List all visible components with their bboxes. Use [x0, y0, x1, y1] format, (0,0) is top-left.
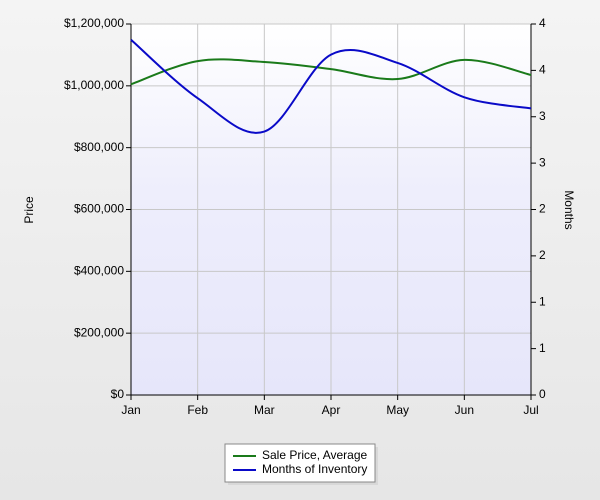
- legend-box: [224, 443, 376, 483]
- y-tick-label: $800,000: [74, 140, 124, 154]
- y2-tick-label: 0: [539, 387, 546, 401]
- y-tick-label: $1,000,000: [64, 78, 124, 92]
- y-tick-label: $0: [111, 387, 125, 401]
- y-tick-label: $200,000: [74, 325, 124, 339]
- x-tick-label: May: [386, 403, 409, 417]
- y2-tick-label: 4: [539, 16, 546, 30]
- x-tick-label: Jul: [523, 403, 538, 417]
- x-tick-label: Feb: [187, 403, 208, 417]
- x-tick-label: Jan: [121, 403, 140, 417]
- y2-tick-label: 1: [539, 294, 546, 308]
- y-tick-label: $1,200,000: [64, 16, 124, 30]
- y2-tick-label: 2: [539, 248, 546, 262]
- y2-tick-label: 1: [539, 341, 546, 355]
- y-tick-label: $400,000: [74, 264, 124, 278]
- series-line: [130, 58, 532, 86]
- y2-tick-label: 2: [539, 202, 546, 216]
- legend-label: Months of Inventory: [262, 462, 367, 476]
- legend-label: Sale Price, Average: [262, 448, 368, 462]
- x-tick-label: Jun: [455, 403, 474, 417]
- x-tick-label: Mar: [254, 403, 275, 417]
- y2-tick-label: 3: [539, 155, 546, 169]
- y2-tick-label: 3: [539, 109, 546, 123]
- x-tick-label: Apr: [322, 403, 341, 417]
- y2-tick-label: 4: [539, 63, 546, 77]
- y-axis-title: Price: [22, 196, 36, 224]
- series-line: [130, 39, 532, 134]
- y2-axis-title: Months: [562, 190, 576, 229]
- y-tick-label: $600,000: [74, 202, 124, 216]
